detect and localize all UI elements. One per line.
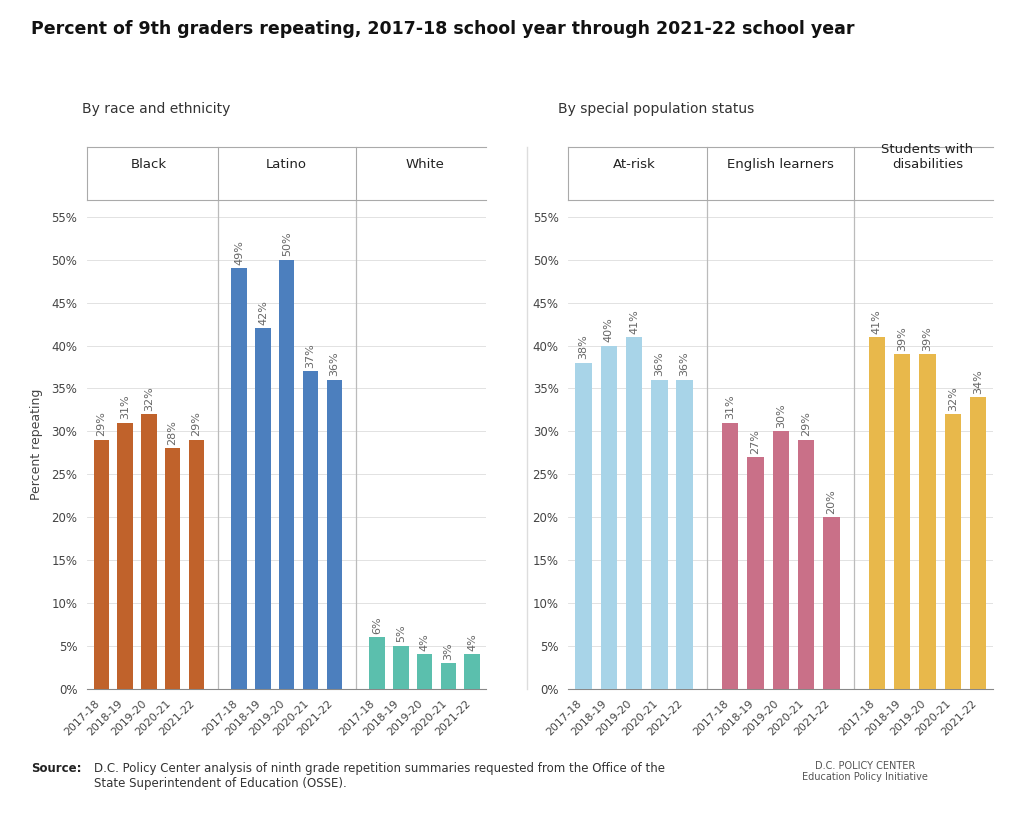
Bar	[798, 440, 814, 689]
Bar	[651, 380, 668, 689]
Text: 20%: 20%	[826, 489, 837, 513]
Bar	[370, 637, 385, 689]
Bar	[868, 337, 885, 689]
Bar	[141, 414, 157, 689]
Text: 27%: 27%	[751, 429, 761, 454]
Bar	[677, 380, 693, 689]
Text: 34%: 34%	[973, 369, 983, 394]
Bar	[303, 372, 318, 689]
Text: 32%: 32%	[948, 386, 957, 411]
Text: 29%: 29%	[96, 412, 106, 437]
Bar	[575, 363, 592, 689]
Text: 38%: 38%	[579, 334, 589, 359]
Bar	[231, 268, 247, 689]
Bar	[188, 440, 204, 689]
Text: 39%: 39%	[897, 326, 907, 350]
Text: 49%: 49%	[234, 240, 244, 265]
Text: 32%: 32%	[143, 386, 154, 411]
Bar	[722, 423, 738, 689]
Text: White: White	[406, 158, 444, 171]
Text: 42%: 42%	[258, 300, 268, 325]
Bar	[823, 517, 840, 689]
Bar	[279, 260, 295, 689]
Bar	[626, 337, 642, 689]
Text: 30%: 30%	[776, 403, 785, 428]
Y-axis label: Percent repeating: Percent repeating	[30, 389, 43, 500]
Text: 36%: 36%	[330, 352, 339, 377]
Text: 29%: 29%	[191, 412, 202, 437]
Bar	[970, 397, 986, 689]
Bar	[417, 654, 432, 689]
Bar	[165, 448, 180, 689]
Text: 41%: 41%	[871, 309, 882, 333]
Text: 37%: 37%	[305, 343, 315, 368]
Text: 50%: 50%	[282, 231, 292, 256]
Text: 40%: 40%	[604, 317, 613, 342]
Text: D.C. POLICY CENTER
Education Policy Initiative: D.C. POLICY CENTER Education Policy Init…	[803, 760, 928, 782]
Bar	[93, 440, 109, 689]
Text: Source:: Source:	[31, 762, 81, 775]
Text: English learners: English learners	[727, 158, 835, 171]
Text: 5%: 5%	[396, 625, 406, 642]
Bar	[600, 346, 617, 689]
Bar	[772, 431, 790, 689]
Bar	[944, 414, 962, 689]
Text: At-risk: At-risk	[612, 158, 655, 171]
Text: D.C. Policy Center analysis of ninth grade repetition summaries requested from t: D.C. Policy Center analysis of ninth gra…	[94, 762, 666, 790]
Text: 39%: 39%	[923, 326, 933, 350]
Bar	[440, 663, 456, 689]
Text: Percent of 9th graders repeating, 2017-18 school year through 2021-22 school yea: Percent of 9th graders repeating, 2017-1…	[31, 20, 854, 38]
Text: 4%: 4%	[420, 633, 430, 651]
Text: 31%: 31%	[725, 394, 735, 419]
Bar	[393, 645, 409, 689]
Bar	[748, 457, 764, 689]
Bar	[327, 380, 342, 689]
Text: 3%: 3%	[443, 642, 454, 659]
Bar	[118, 423, 133, 689]
Text: Black: Black	[131, 158, 167, 171]
Text: Latino: Latino	[266, 158, 307, 171]
Text: By special population status: By special population status	[558, 102, 755, 116]
Bar	[465, 654, 480, 689]
Bar	[894, 354, 910, 689]
Text: By race and ethnicity: By race and ethnicity	[82, 102, 230, 116]
Text: Students with
disabilities: Students with disabilities	[882, 143, 974, 171]
Text: 41%: 41%	[629, 309, 639, 333]
Text: 29%: 29%	[801, 412, 811, 437]
Text: 4%: 4%	[467, 633, 477, 651]
Text: 36%: 36%	[680, 352, 690, 377]
Text: 6%: 6%	[372, 616, 382, 634]
Text: 28%: 28%	[168, 421, 177, 445]
Text: 31%: 31%	[120, 394, 130, 419]
Text: 36%: 36%	[654, 352, 665, 377]
Bar	[920, 354, 936, 689]
Bar	[255, 328, 270, 689]
